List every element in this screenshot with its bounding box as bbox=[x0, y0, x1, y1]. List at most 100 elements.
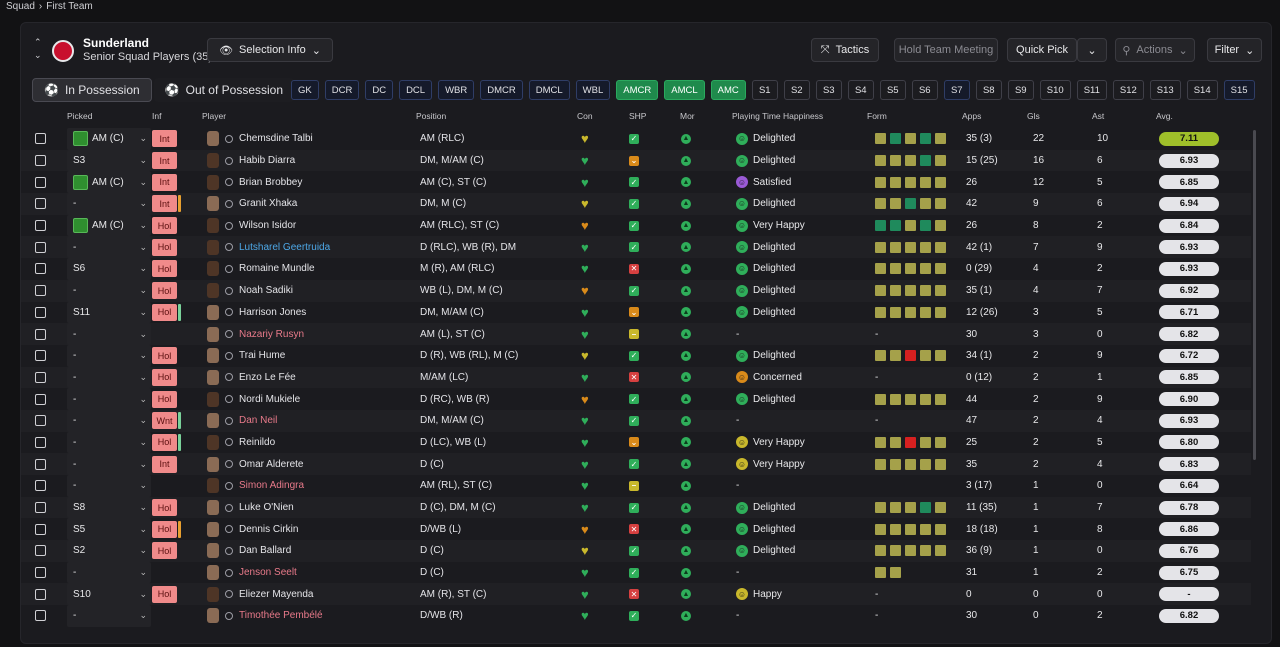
hold-team-meeting-button[interactable]: Hold Team Meeting bbox=[894, 38, 998, 62]
picked-select[interactable]: - ⌄ bbox=[67, 409, 151, 432]
table-row[interactable]: S6 ⌄ Hol Romaine Mundle M (R), AM (RLC) ♥ ✕ ▲ ☺ D… bbox=[21, 258, 1251, 280]
column-happiness[interactable]: Playing Time Happiness bbox=[732, 111, 824, 121]
position-filter-dcr[interactable]: DCR bbox=[324, 80, 360, 100]
table-row[interactable]: - ⌄ Hol Lutsharel Geertruida D (RLC), WB (R)… bbox=[21, 236, 1251, 259]
player-name[interactable]: Reinildo bbox=[239, 436, 276, 448]
table-row[interactable]: - ⌄ Int Omar Alderete D (C) ♥ ✓ ▲ ☺ Very Happy 35 2… bbox=[21, 453, 1251, 475]
position-filter-s5[interactable]: S5 bbox=[879, 80, 906, 100]
player-name[interactable]: Brian Brobbey bbox=[239, 176, 303, 188]
row-checkbox[interactable] bbox=[35, 540, 46, 562]
player-name[interactable]: Granit Xhaka bbox=[239, 198, 298, 210]
picked-select[interactable]: AM (C) ⌄ bbox=[67, 128, 151, 150]
position-filter-amc[interactable]: AMC bbox=[710, 80, 746, 100]
table-row[interactable]: S8 ⌄ Hol Luke O'Nien D (C), DM, M (C) ♥ ✓ ▲ ☺ Del… bbox=[21, 496, 1251, 519]
column-form[interactable]: Form bbox=[867, 111, 887, 121]
table-row[interactable]: - ⌄ Int Granit Xhaka DM, M (C) ♥ ✓ ▲ ☺ Delighted 4… bbox=[21, 193, 1251, 215]
picked-select[interactable]: - ⌄ bbox=[67, 431, 151, 454]
picked-select[interactable]: - ⌄ bbox=[67, 236, 151, 259]
row-checkbox[interactable] bbox=[35, 497, 46, 519]
position-filter-s13[interactable]: S13 bbox=[1149, 80, 1181, 100]
picked-select[interactable]: - ⌄ bbox=[67, 453, 151, 475]
table-row[interactable]: - ⌄ Wnt Dan Neil DM, M/AM (C) ♥ ✓ ▲ - -47 2 4 6.93 bbox=[21, 409, 1251, 432]
selection-info-button[interactable]: 👁 Selection Info ⌄ bbox=[207, 38, 333, 62]
row-checkbox[interactable] bbox=[35, 215, 46, 237]
row-checkbox[interactable] bbox=[35, 323, 46, 345]
table-row[interactable]: S5 ⌄ Hol Dennis Cirkin D/WB (L) ♥ ✕ ▲ ☺ Delighted… bbox=[21, 518, 1251, 541]
table-row[interactable]: AM (C) ⌄ Int Brian Brobbey AM (C), ST (C) ♥ ✓ ▲… bbox=[21, 171, 1251, 194]
row-checkbox[interactable] bbox=[35, 410, 46, 432]
column-picked[interactable]: Picked bbox=[67, 111, 93, 121]
column-mor[interactable]: Mor bbox=[680, 111, 695, 121]
player-name[interactable]: Timothée Pembélé bbox=[239, 610, 323, 622]
scrollbar[interactable] bbox=[1253, 130, 1256, 460]
player-name[interactable]: Romaine Mundle bbox=[239, 263, 315, 275]
picked-select[interactable]: S8 ⌄ bbox=[67, 496, 151, 519]
player-name[interactable]: Eliezer Mayenda bbox=[239, 588, 314, 600]
tactics-button[interactable]: ⤧ Tactics bbox=[811, 38, 879, 62]
player-name[interactable]: Enzo Le Fée bbox=[239, 371, 296, 383]
picked-select[interactable]: S6 ⌄ bbox=[67, 258, 151, 280]
breadcrumb-squad[interactable]: Squad bbox=[6, 1, 35, 12]
table-row[interactable]: - ⌄ Nazariy Rusyn AM (L), ST (C) ♥ – ▲ - -30 3 0 6.… bbox=[21, 323, 1251, 345]
column-con[interactable]: Con bbox=[577, 111, 593, 121]
position-filter-s9[interactable]: S9 bbox=[1007, 80, 1034, 100]
table-row[interactable]: S11 ⌄ Hol Harrison Jones DM, M/AM (C) ♥ ⌄ ▲ ☺ Del… bbox=[21, 301, 1251, 324]
picked-select[interactable]: - ⌄ bbox=[67, 561, 151, 584]
position-filter-gk[interactable]: GK bbox=[291, 80, 319, 100]
column-shp[interactable]: SHP bbox=[629, 111, 647, 121]
table-row[interactable]: - ⌄ Jenson Seelt D (C) ♥ ✓ ▲ -31 1 2 6.75 bbox=[21, 561, 1251, 584]
position-filter-s4[interactable]: S4 bbox=[847, 80, 874, 100]
table-row[interactable]: S10 ⌄ Hol Eliezer Mayenda AM (R), ST (C) ♥ ✕ ▲ ☺… bbox=[21, 583, 1251, 606]
player-name[interactable]: Dan Neil bbox=[239, 415, 278, 427]
table-row[interactable]: - ⌄ Hol Noah Sadiki WB (L), DM, M (C) ♥ ✓ ▲ ☺ Del… bbox=[21, 279, 1251, 302]
player-name[interactable]: Dennis Cirkin bbox=[239, 523, 299, 535]
table-row[interactable]: - ⌄ Hol Nordi Mukiele D (RC), WB (R) ♥ ✓ ▲ ☺ Deli… bbox=[21, 388, 1251, 410]
column-apps[interactable]: Apps bbox=[962, 111, 982, 121]
picked-select[interactable]: - ⌄ bbox=[67, 605, 151, 627]
position-filter-s12[interactable]: S12 bbox=[1112, 80, 1144, 100]
position-filter-s14[interactable]: S14 bbox=[1186, 80, 1218, 100]
column-ast[interactable]: Ast bbox=[1092, 111, 1105, 121]
player-name[interactable]: Chemsdine Talbi bbox=[239, 133, 313, 145]
player-name[interactable]: Wilson Isidor bbox=[239, 220, 297, 232]
picked-select[interactable]: - ⌄ bbox=[67, 323, 151, 345]
quick-pick-dropdown-button[interactable]: ⌄ bbox=[1077, 38, 1107, 62]
position-filter-dcl[interactable]: DCL bbox=[399, 80, 433, 100]
picked-select[interactable]: - ⌄ bbox=[67, 193, 151, 215]
player-name[interactable]: Noah Sadiki bbox=[239, 285, 293, 297]
position-filter-s1[interactable]: S1 bbox=[751, 80, 778, 100]
row-checkbox[interactable] bbox=[35, 432, 46, 454]
player-name[interactable]: Omar Alderete bbox=[239, 458, 304, 470]
quick-pick-button[interactable]: Quick Pick bbox=[1007, 38, 1077, 62]
row-checkbox[interactable] bbox=[35, 302, 46, 324]
player-name[interactable]: Luke O'Nien bbox=[239, 502, 294, 514]
row-checkbox[interactable] bbox=[35, 128, 46, 150]
row-checkbox[interactable] bbox=[35, 280, 46, 302]
row-checkbox[interactable] bbox=[35, 345, 46, 367]
column-avg[interactable]: Avg. bbox=[1156, 111, 1173, 121]
picked-select[interactable]: S3 ⌄ bbox=[67, 149, 151, 172]
player-name[interactable]: Habib Diarra bbox=[239, 155, 296, 167]
position-filter-s15[interactable]: S15 bbox=[1223, 80, 1255, 100]
picked-select[interactable]: S11 ⌄ bbox=[67, 301, 151, 324]
table-row[interactable]: - ⌄ Hol Trai Hume D (R), WB (RL), M (C) ♥ ✓ ▲ ☺ D… bbox=[21, 344, 1251, 367]
column-player[interactable]: Player bbox=[202, 111, 227, 121]
row-checkbox[interactable] bbox=[35, 605, 46, 627]
picked-select[interactable]: AM (C) ⌄ bbox=[67, 214, 151, 237]
position-filter-dmcr[interactable]: DMCR bbox=[480, 80, 523, 100]
table-row[interactable]: - ⌄ Simon Adingra AM (RL), ST (C) ♥ – ▲ -3 (17)… bbox=[21, 475, 1251, 497]
player-name[interactable]: Jenson Seelt bbox=[239, 567, 297, 579]
position-filter-s8[interactable]: S8 bbox=[975, 80, 1002, 100]
row-checkbox[interactable] bbox=[35, 367, 46, 389]
table-row[interactable]: - ⌄ Hol Enzo Le Fée M/AM (LC) ♥ ✕ ▲ ☺ Concerned -0… bbox=[21, 366, 1251, 389]
table-row[interactable]: S3 ⌄ Int Habib Diarra DM, M/AM (C) ♥ ⌄ ▲ ☺ Deligh… bbox=[21, 149, 1251, 172]
picked-select[interactable]: - ⌄ bbox=[67, 344, 151, 367]
picked-select[interactable]: S5 ⌄ bbox=[67, 518, 151, 541]
player-name[interactable]: Trai Hume bbox=[239, 350, 286, 362]
picked-select[interactable]: - ⌄ bbox=[67, 366, 151, 389]
player-name[interactable]: Dan Ballard bbox=[239, 545, 292, 557]
table-row[interactable]: - ⌄ Timothée Pembélé D/WB (R) ♥ ✓ ▲ - -30 0 2 6.82 bbox=[21, 605, 1251, 627]
position-filter-wbl[interactable]: WBL bbox=[575, 80, 611, 100]
row-checkbox[interactable] bbox=[35, 453, 46, 475]
picked-select[interactable]: - ⌄ bbox=[67, 279, 151, 302]
